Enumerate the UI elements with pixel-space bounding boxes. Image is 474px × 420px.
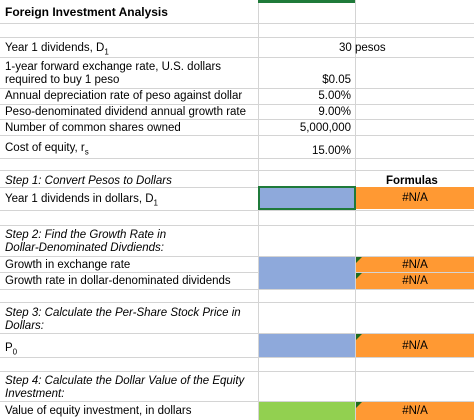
step4-row-label: Value of equity investment, in dollars xyxy=(5,405,192,417)
input-label-forward-rate-1: 1-year forward exchange rate, U.S. dolla… xyxy=(5,61,222,73)
row-divider xyxy=(0,371,474,372)
step2-title-line2: Dollar-Denominated Divdiends: xyxy=(5,242,164,254)
step1-formula-cell[interactable]: #N/A xyxy=(356,187,474,209)
input-value-growth-rate[interactable]: 9.00% xyxy=(318,106,351,118)
step3-title-line1: Step 3: Calculate the Per-Share Stock Pr… xyxy=(5,307,241,319)
row-divider xyxy=(0,23,474,24)
formulas-header: Formulas xyxy=(386,175,438,187)
step2-title-line1: Step 2: Find the Growth Rate in xyxy=(5,229,167,241)
sheet-title: Foreign Investment Analysis xyxy=(5,5,168,19)
step1-title: Step 1: Convert Pesos to Dollars xyxy=(5,175,172,187)
selected-column-indicator xyxy=(258,0,355,3)
comment-marker-icon xyxy=(356,402,362,408)
input-value-shares[interactable]: 5,000,000 xyxy=(299,122,351,134)
step1-input-cell[interactable] xyxy=(258,186,356,210)
step2-row1-label: Growth in exchange rate xyxy=(5,259,131,271)
row-divider xyxy=(0,333,474,334)
step4-formula-cell[interactable]: #N/A xyxy=(356,402,474,420)
comment-marker-icon xyxy=(356,334,362,340)
row-divider xyxy=(0,57,474,58)
row-divider xyxy=(0,37,474,38)
row-divider xyxy=(0,135,474,136)
input-label-dividends: Year 1 dividends, D1 xyxy=(5,42,109,57)
row-divider xyxy=(0,225,474,226)
row-divider xyxy=(0,302,474,303)
row-divider xyxy=(0,401,474,402)
step3-input-cell[interactable] xyxy=(259,334,355,357)
step4-input-cell[interactable] xyxy=(259,402,355,420)
step2-input-cells[interactable] xyxy=(259,257,355,289)
step3-title-line2: Dollars: xyxy=(5,320,44,332)
step3-row-label: P0 xyxy=(5,342,18,357)
row-divider xyxy=(0,187,474,188)
step2-row2-formula-cell[interactable]: #N/A xyxy=(356,273,474,289)
row-divider xyxy=(0,289,474,290)
row-divider xyxy=(0,158,474,159)
step3-formula-value: #N/A xyxy=(402,339,428,352)
step2-row2-label: Growth rate in dollar-denominated divide… xyxy=(5,275,231,287)
step4-title-line2: Investment: xyxy=(5,388,65,400)
comment-marker-icon xyxy=(356,257,362,263)
step1-formula-value: #N/A xyxy=(402,192,428,204)
row-divider xyxy=(0,119,474,120)
input-label-depreciation: Annual depreciation rate of peso against… xyxy=(5,90,243,102)
row-divider xyxy=(0,88,474,89)
step4-formula-value: #N/A xyxy=(402,405,428,417)
step2-row1-formula-cell[interactable]: #N/A xyxy=(356,257,474,272)
input-value-cost-of-equity[interactable]: 15.00% xyxy=(311,145,351,157)
input-value-dividends[interactable]: 30 pesos xyxy=(339,42,386,54)
input-value-forward-rate[interactable]: $0.05 xyxy=(322,74,351,86)
input-label-forward-rate-2: required to buy 1 peso xyxy=(5,74,120,86)
step4-title-line1: Step 4: Calculate the Dollar Value of th… xyxy=(5,375,245,387)
input-value-depreciation[interactable]: 5.00% xyxy=(318,90,351,102)
input-label-cost-of-equity: Cost of equity, rs xyxy=(5,142,89,157)
step2-row2-formula-value: #N/A xyxy=(402,275,428,287)
row-divider xyxy=(0,357,474,358)
input-label-growth-rate: Peso-denominated dividend annual growth … xyxy=(5,106,247,118)
step1-row-label: Year 1 dividends in dollars, D1 xyxy=(5,193,158,208)
row-divider xyxy=(0,170,474,171)
row-divider xyxy=(0,210,474,211)
input-label-shares: Number of common shares owned xyxy=(5,122,181,134)
row-divider xyxy=(0,104,474,105)
step3-formula-cell[interactable]: #N/A xyxy=(356,334,474,357)
step2-row1-formula-value: #N/A xyxy=(402,258,428,271)
comment-marker-icon xyxy=(356,273,362,279)
row-divider xyxy=(0,256,474,257)
row-divider xyxy=(0,272,474,273)
